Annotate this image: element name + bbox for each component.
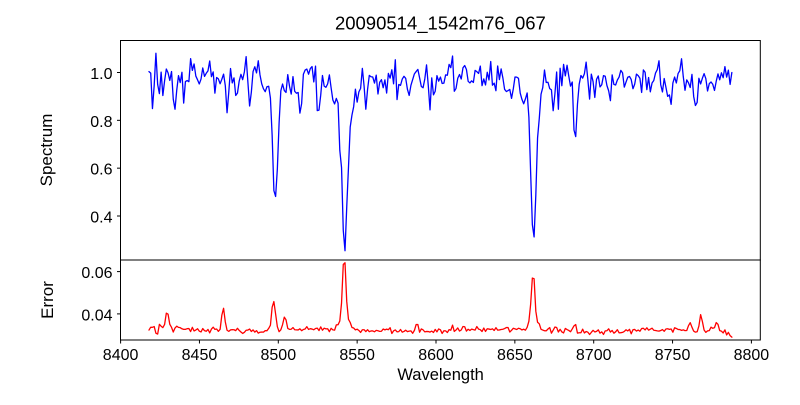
svg-text:0.06: 0.06 [81,265,112,282]
svg-text:8500: 8500 [261,347,297,364]
svg-text:8700: 8700 [576,347,612,364]
svg-text:8450: 8450 [182,347,218,364]
svg-text:0.8: 0.8 [90,114,112,131]
svg-text:0.6: 0.6 [90,162,112,179]
svg-text:8600: 8600 [418,347,454,364]
svg-text:8750: 8750 [655,347,691,364]
svg-text:8650: 8650 [497,347,533,364]
svg-text:8400: 8400 [103,347,139,364]
svg-text:Wavelength: Wavelength [397,366,484,384]
svg-text:8550: 8550 [339,347,375,364]
svg-text:0.04: 0.04 [81,307,112,324]
svg-text:20090514_1542m76_067: 20090514_1542m76_067 [335,12,546,34]
svg-text:1.0: 1.0 [90,66,112,83]
svg-text:Spectrum: Spectrum [37,114,56,187]
svg-text:8800: 8800 [734,347,770,364]
svg-text:Error: Error [38,281,57,319]
svg-text:0.4: 0.4 [90,209,112,226]
